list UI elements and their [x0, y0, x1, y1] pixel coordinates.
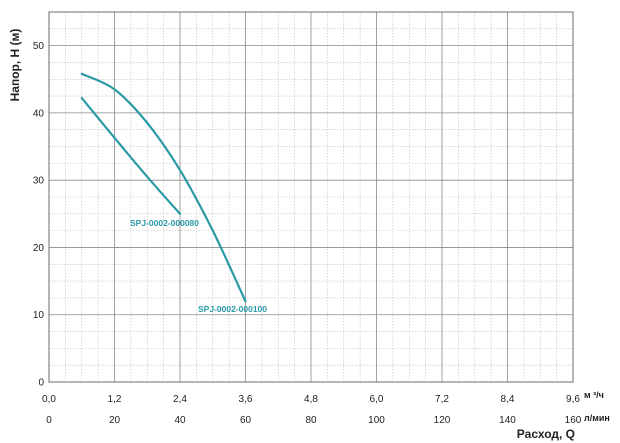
- x-tick-label: 8,4: [501, 394, 515, 405]
- y-tick-label: 20: [33, 243, 45, 254]
- x-tick-label: 0,0: [42, 394, 56, 405]
- plot-frame: [48, 11, 574, 383]
- x-unit-primary: м ³/ч: [584, 390, 604, 400]
- x-tick-label-secondary: 20: [109, 415, 121, 426]
- x-tick-label: 9,6: [566, 394, 580, 405]
- series-line-spj-0002-000100: [80, 72, 247, 303]
- y-tick-label: 10: [33, 310, 45, 321]
- x-tick-label: 1,2: [108, 394, 122, 405]
- x-tick-label-secondary: 100: [368, 415, 385, 426]
- x-tick-label-secondary: 160: [565, 415, 582, 426]
- y-axis-label: Напор, Н (м): [8, 29, 22, 102]
- x-tick-label-secondary: 140: [499, 415, 516, 426]
- x-tick-label-secondary: 0: [46, 415, 52, 426]
- x-axis-label: Расход, Q: [517, 427, 575, 441]
- x-tick-label-secondary: 60: [240, 415, 252, 426]
- x-tick-labels: 0,0 1,2 2,4 3,6 4,8 6,0 7,2 8,4 9,6: [42, 394, 580, 405]
- y-tick-label: 0: [38, 378, 44, 389]
- y-tick-label: 30: [33, 176, 45, 187]
- x-tick-label: 2,4: [173, 394, 187, 405]
- y-tick-labels: 0 10 20 30 40 50: [33, 41, 45, 388]
- series-label: SPJ-0002-000080: [130, 218, 199, 228]
- y-tick-label: 50: [33, 41, 45, 52]
- y-tick-label: 40: [33, 108, 45, 119]
- x-tick-labels-secondary: 0 20 40 60 80 100 120 140 160: [46, 415, 582, 426]
- x-tick-label: 4,8: [304, 394, 318, 405]
- x-tick-label: 7,2: [435, 394, 449, 405]
- x-tick-label-secondary: 80: [305, 415, 317, 426]
- x-unit-secondary: л/мин: [584, 413, 610, 423]
- series-layer: SPJ-0002-000080 SPJ-0002-000100: [80, 72, 267, 314]
- x-tick-label: 3,6: [239, 394, 253, 405]
- series-line-spj-0002-000080: [80, 97, 182, 215]
- x-tick-label-secondary: 40: [174, 415, 186, 426]
- x-tick-label-secondary: 120: [434, 415, 451, 426]
- series-label: SPJ-0002-000100: [198, 304, 267, 314]
- x-tick-label: 6,0: [370, 394, 384, 405]
